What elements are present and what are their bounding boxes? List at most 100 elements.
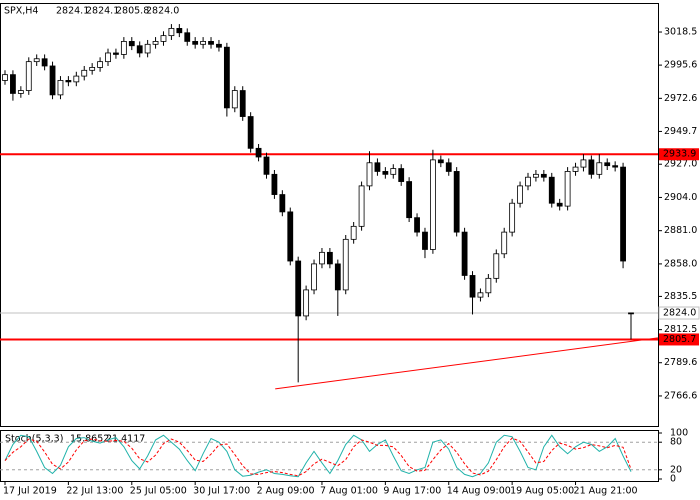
y-tick-label: 80 — [670, 437, 682, 448]
level-label-box — [659, 148, 699, 161]
current-price-box — [658, 306, 700, 320]
candle-body — [113, 52, 119, 55]
y-tick-label: 2904.0 — [664, 192, 697, 203]
candle-body — [533, 173, 539, 178]
candle-body — [620, 166, 626, 262]
level-label: 2933.9 — [663, 149, 696, 160]
candle-body — [231, 90, 238, 109]
candle-body — [255, 147, 262, 158]
header-open: 2824.1 — [56, 6, 89, 17]
x-tick-label: 9 Aug 17:00 — [383, 486, 441, 497]
candle-body — [247, 116, 254, 149]
candle-body — [17, 90, 24, 94]
candle-body — [168, 28, 175, 37]
candle-body — [25, 61, 32, 91]
candle-body — [469, 275, 476, 298]
candle-body — [564, 171, 571, 207]
candle-body — [65, 80, 72, 83]
x-tick-label: 22 Jul 13:00 — [66, 486, 123, 497]
x-tick-label: 21 Aug 21:00 — [574, 486, 638, 497]
stoch-line — [4, 437, 632, 477]
candle-body — [263, 156, 270, 175]
candle-body — [390, 168, 397, 175]
y-tick-label: 2972.6 — [664, 93, 697, 104]
candle-body — [216, 43, 222, 48]
x-tick-label: 17 Jul 2019 — [3, 486, 57, 497]
header-low: 2805.8 — [116, 6, 149, 17]
candle-body — [33, 58, 40, 63]
y-tick-label: 2789.6 — [664, 357, 697, 368]
candle-body — [517, 185, 523, 204]
candle-body — [334, 263, 341, 291]
candle-body — [326, 251, 333, 265]
x-tick-label: 2 Aug 09:00 — [257, 486, 315, 497]
candle-body — [223, 46, 230, 109]
candle-body — [445, 162, 452, 172]
candle-body — [208, 41, 214, 45]
candle-body — [406, 181, 413, 219]
candle-body — [382, 171, 389, 175]
candle-body — [604, 162, 611, 167]
candle-body — [540, 173, 547, 178]
candle-body — [128, 41, 135, 47]
candle-body — [73, 75, 80, 83]
candle-body — [374, 162, 381, 172]
stoch-line — [4, 434, 632, 478]
candle-body — [572, 166, 579, 172]
stoch-panel — [0, 430, 659, 482]
candle-body — [588, 159, 595, 175]
y-tick-label: 2927.0 — [664, 159, 697, 170]
y-tick-label: 2949.7 — [664, 126, 697, 137]
candle-body — [10, 74, 16, 94]
candle-body — [429, 159, 436, 250]
level-label: 2805.7 — [663, 334, 696, 345]
x-tick-label: 14 Aug 09:00 — [447, 486, 511, 497]
candle-body — [120, 41, 127, 55]
candle-body — [437, 159, 444, 164]
candle-body — [350, 225, 357, 240]
candle-body — [152, 41, 159, 45]
candle-body — [453, 171, 460, 233]
candle-body — [160, 35, 167, 42]
y-tick-label: 2835.5 — [664, 291, 697, 302]
candle-body — [271, 173, 278, 195]
stoch-main-value: 15.8652 — [70, 434, 109, 445]
y-tick-label: 3018.5 — [664, 27, 697, 38]
y-tick-label: 2812.5 — [664, 324, 697, 335]
candle-body — [303, 289, 310, 317]
candle-body — [342, 238, 349, 291]
main-panel — [0, 3, 659, 427]
y-tick-label: 100 — [670, 428, 688, 439]
candle-body — [279, 194, 286, 213]
candle-body — [485, 277, 492, 294]
candle-body — [41, 58, 48, 67]
current-price-label: 2824.0 — [663, 308, 696, 319]
trendline — [275, 337, 659, 390]
candle-body — [2, 74, 8, 81]
candle-body — [525, 176, 531, 187]
candle-body — [596, 162, 603, 175]
y-tick-label: 20 — [670, 464, 682, 475]
header-close: 2824.0 — [146, 6, 179, 17]
candle-body — [366, 162, 373, 187]
x-tick-label: 30 Jul 17:00 — [193, 486, 250, 497]
y-tick-label: 2766.6 — [664, 390, 697, 401]
candle-body — [176, 28, 183, 34]
stoch-signal-value: 21.4117 — [106, 434, 145, 445]
candle-body — [477, 292, 484, 298]
candle-body — [136, 45, 143, 54]
y-tick-label: 2995.6 — [664, 60, 697, 71]
candle-body — [358, 185, 365, 227]
candle-body — [57, 80, 64, 96]
candle-body — [97, 61, 103, 68]
stoch-title: Stoch(5,3,3) — [5, 434, 63, 445]
candle-body — [548, 176, 555, 204]
candle-body — [192, 41, 199, 45]
candle-body — [81, 69, 88, 77]
candle-body — [311, 263, 317, 291]
candle-body — [612, 165, 619, 168]
candle-body — [501, 231, 508, 255]
level-label-box — [659, 333, 699, 346]
